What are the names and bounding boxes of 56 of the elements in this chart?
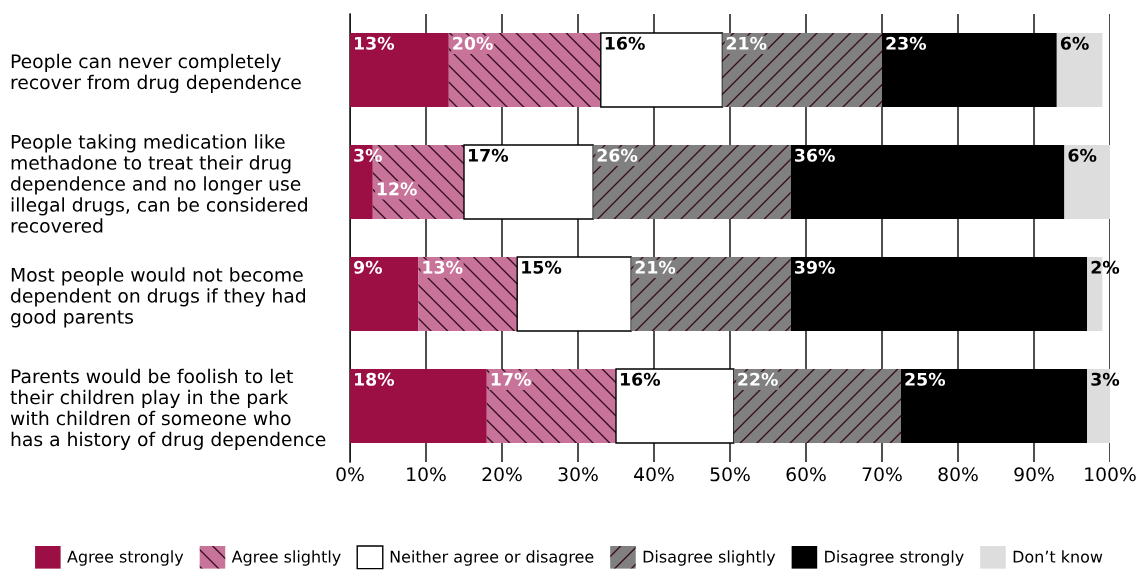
- legend-label: Don’t know: [1013, 550, 1103, 563]
- legend-label: Agree slightly: [231, 550, 341, 566]
- data-label: 6%: [1060, 36, 1089, 50]
- x-tick-label: 40%: [634, 467, 674, 482]
- data-label: 16%: [605, 36, 645, 50]
- data-label: 9%: [353, 260, 382, 274]
- bar: [722, 33, 882, 107]
- data-label: 21%: [726, 36, 767, 50]
- data-label: 25%: [905, 372, 946, 386]
- data-label: 15%: [522, 260, 562, 274]
- data-label: 26%: [597, 148, 638, 162]
- legend-label: Neither agree or disagree: [390, 550, 594, 566]
- data-label: 3%: [1091, 372, 1120, 386]
- data-label: 6%: [1068, 148, 1097, 162]
- x-tick-label: 100%: [1085, 467, 1136, 482]
- data-label: 18%: [355, 372, 395, 386]
- data-label: 20%: [453, 36, 493, 50]
- bar: [418, 257, 518, 331]
- x-tick-label: 50%: [710, 467, 750, 482]
- data-label: 36%: [795, 148, 835, 162]
- data-label: 12%: [377, 182, 417, 196]
- x-tick-label: 80%: [938, 467, 978, 482]
- data-label: 16%: [621, 372, 661, 386]
- bar: [486, 369, 616, 443]
- x-tick-label: 20%: [482, 467, 522, 482]
- bar: [350, 33, 449, 107]
- bar: [350, 369, 487, 443]
- x-tick-label: 90%: [1014, 467, 1054, 482]
- legend-label: Disagree strongly: [825, 550, 964, 566]
- bar: [1064, 145, 1110, 219]
- x-tick-label: 60%: [786, 467, 826, 482]
- bar: [733, 369, 901, 443]
- bar: [593, 145, 791, 219]
- data-label: 23%: [886, 36, 927, 50]
- data-label: 13%: [423, 260, 463, 274]
- data-label: 39%: [795, 260, 835, 274]
- bar: [350, 257, 419, 331]
- data-label: 3%: [354, 148, 382, 162]
- legend-label: Agree strongly: [67, 550, 184, 566]
- x-tick-label: 10%: [407, 467, 446, 482]
- bar: [448, 33, 601, 107]
- legend-label: Disagree slightly: [643, 550, 776, 566]
- data-label: 22%: [738, 372, 778, 386]
- y-tick-label: Most people would not become dependent on drugs if they had good parents: [11, 267, 305, 328]
- data-label: 13%: [355, 36, 395, 50]
- data-label: 17%: [491, 372, 531, 386]
- x-tick-label: 70%: [862, 467, 902, 482]
- bar: [1056, 33, 1103, 107]
- bar: [631, 257, 791, 331]
- y-tick-label: People can never completely recover from drug dependence: [11, 53, 301, 93]
- x-tick-label: 30%: [558, 467, 598, 482]
- x-tick-label: 0%: [336, 467, 364, 482]
- y-tick-label: People taking medication like methadone to treat their drug dependence and no longer use illegal drugs, can be considered recovered: [11, 134, 307, 233]
- y-tick-label: Parents would be foolish to let their children play in the park with children of someone who has a history of drug dependence: [10, 368, 326, 450]
- data-label: 21%: [635, 260, 676, 274]
- data-label: 17%: [469, 148, 509, 162]
